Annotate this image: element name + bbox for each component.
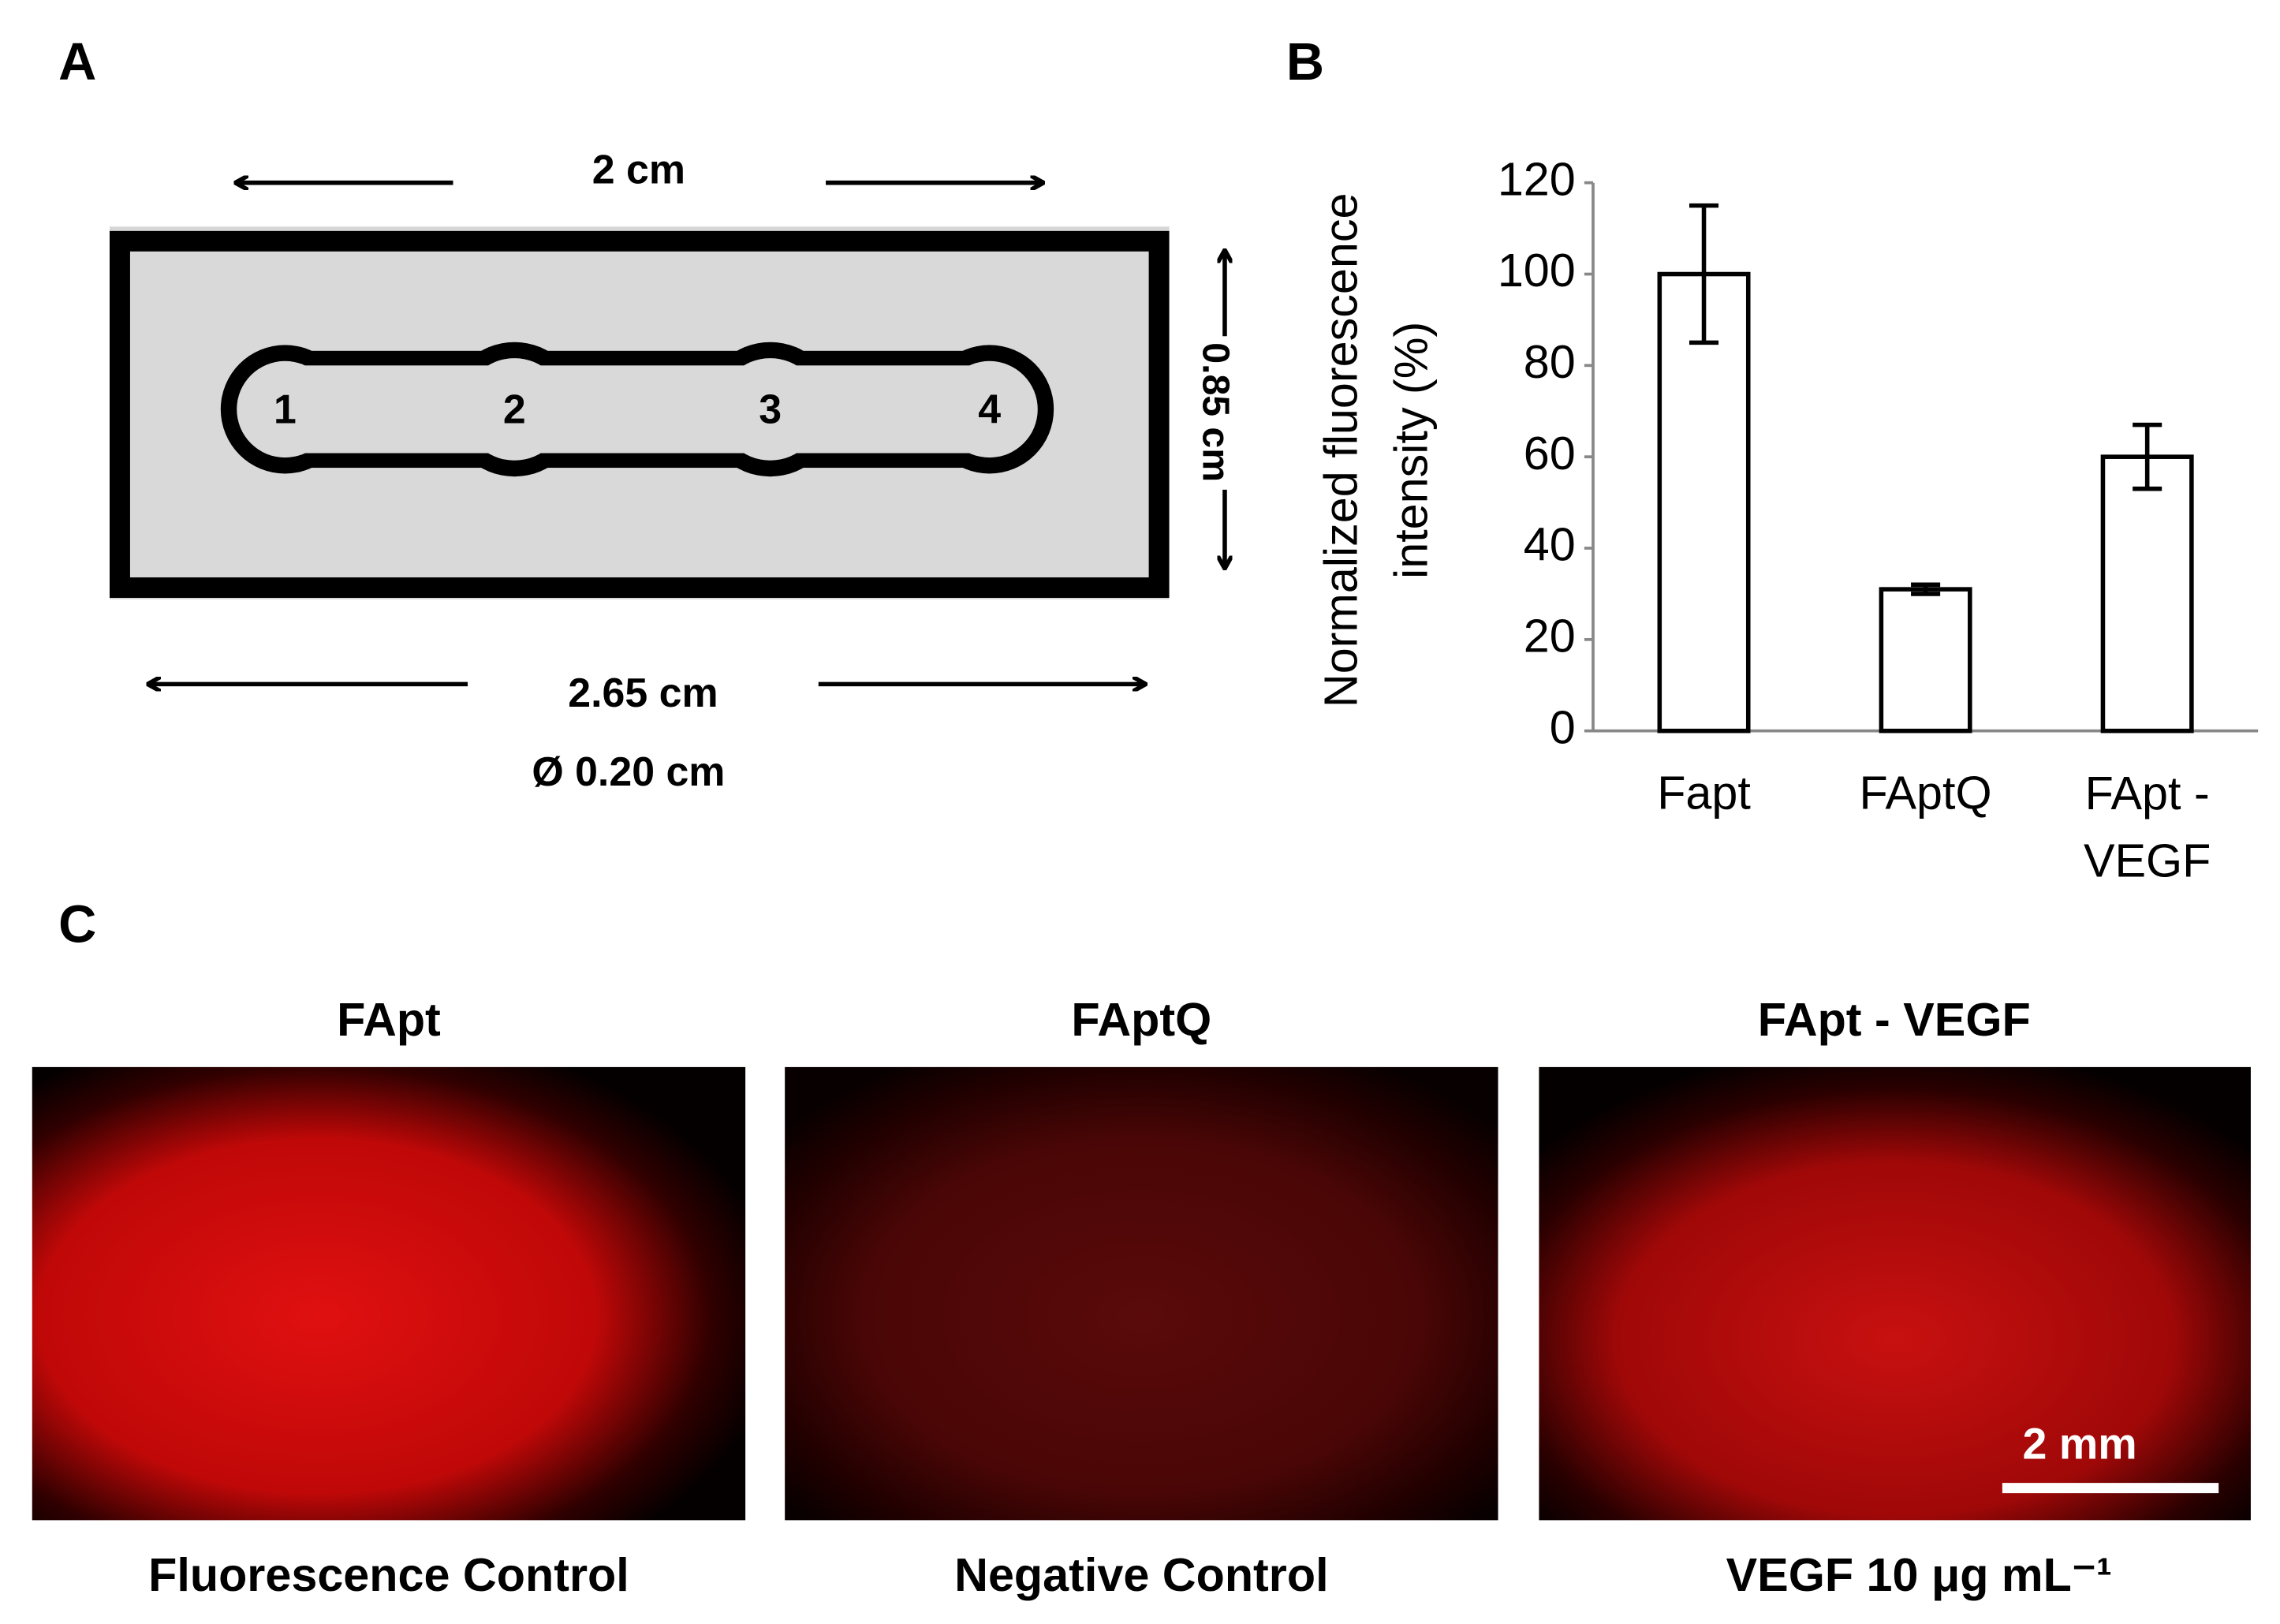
panel-label: A <box>58 33 96 91</box>
well-label: 2 <box>503 386 526 431</box>
image-caption: VEGF 10 μg mL⁻¹ <box>1726 1548 2112 1601</box>
y-tick-label: 40 <box>1524 518 1576 571</box>
y-tick-label: 120 <box>1498 152 1576 205</box>
image-title: FAptQ <box>1071 993 1211 1046</box>
well-label: 4 <box>978 386 1001 431</box>
bar <box>2100 454 2194 734</box>
y-tick-label: 100 <box>1498 244 1576 297</box>
bar <box>1879 587 1972 734</box>
y-tick-label: 20 <box>1524 609 1576 662</box>
fluorescence-image <box>32 1066 746 1521</box>
y-tick-label: 80 <box>1524 335 1576 388</box>
x-tick-label: FApt -VEGF <box>2084 767 2211 887</box>
well-label: 3 <box>759 386 782 431</box>
fluorescence-image <box>785 1066 1498 1521</box>
image-title: FApt - VEGF <box>1758 993 2031 1046</box>
x-tick-label: FAptQ <box>1860 767 1992 819</box>
y-axis-label: Normalized fluorescence <box>1315 193 1368 708</box>
bar-chart: 0 20 40 60 80 100 120 Fapt FAptQ FApt -VEGF <box>1498 152 2259 887</box>
image-title: FApt <box>337 993 441 1046</box>
well-label: 1 <box>274 386 297 431</box>
y-tick-label: 60 <box>1524 427 1576 480</box>
dimension-label: 0.85 cm <box>1194 342 1237 482</box>
scale-bar-label: 2 mm <box>2023 1419 2137 1468</box>
image-caption: Negative Control <box>954 1548 1328 1601</box>
y-axis-label: intensity (%) <box>1385 322 1438 579</box>
dimension-label: Ø 0.20 cm <box>532 749 725 794</box>
channel <box>220 342 1054 477</box>
x-tick-label: Fapt <box>1657 767 1751 819</box>
panel-label: C <box>58 895 96 954</box>
y-tick-label: 0 <box>1550 700 1576 753</box>
image-caption: Fluorescence Control <box>148 1548 629 1601</box>
dimension-label: 2 cm <box>592 146 685 192</box>
bar <box>1657 271 1751 734</box>
dimension-label: 2.65 cm <box>568 670 718 715</box>
fluorescence-image <box>1539 1066 2251 1521</box>
panel-label: B <box>1286 33 1324 91</box>
